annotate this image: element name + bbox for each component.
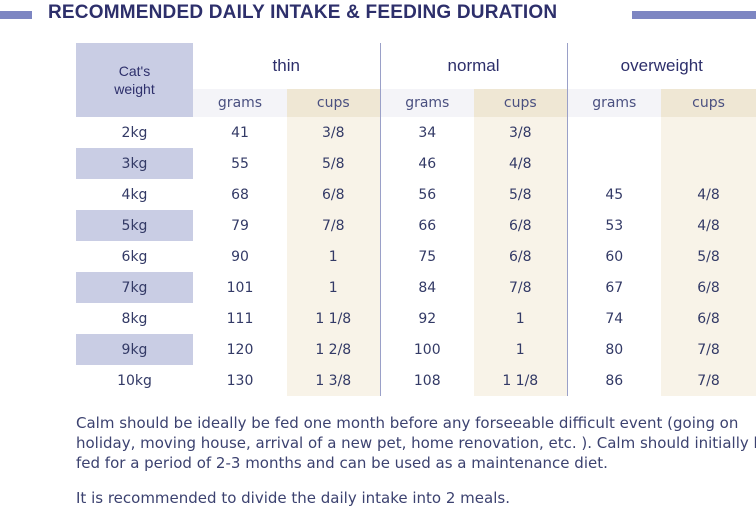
group-header-overweight: overweight (566, 43, 756, 89)
grams-cell: 53 (566, 210, 662, 241)
title-rule-left (0, 11, 32, 19)
cups-cell: 6/8 (474, 210, 568, 241)
grams-cell: 75 (379, 241, 475, 272)
weight-header-line2: weight (114, 81, 155, 97)
weight-header: Cat's weight (76, 43, 193, 117)
cups-cell (661, 148, 756, 179)
grams-cell: 34 (379, 117, 475, 148)
grams-cell: 86 (566, 365, 662, 396)
grams-cell: 66 (379, 210, 475, 241)
weight-cell: 3kg (76, 148, 193, 179)
cups-cell: 6/8 (474, 241, 568, 272)
weight-cell: 9kg (76, 334, 193, 365)
grams-cell: 55 (193, 148, 287, 179)
cups-cell: 4/8 (474, 148, 568, 179)
cups-cell: 4/8 (661, 210, 756, 241)
feeding-note: Calm should be ideally be fed one month … (76, 414, 756, 472)
table-row: 7kg 101 1 84 7/8 67 6/8 (76, 272, 756, 303)
cups-cell: 7/8 (287, 210, 381, 241)
grams-cell: 108 (379, 365, 475, 396)
table-row: 6kg 90 1 75 6/8 60 5/8 (76, 241, 756, 272)
cups-cell: 5/8 (661, 241, 756, 272)
cups-cell: 6/8 (287, 179, 381, 210)
title-rule-right (632, 11, 756, 19)
subheader-grams: grams (566, 89, 662, 117)
table-row: 9kg 120 1 2/8 100 1 80 7/8 (76, 334, 756, 365)
grams-cell: 68 (193, 179, 287, 210)
cups-cell: 1 (474, 334, 568, 365)
weight-header-line1: Cat's (118, 63, 151, 79)
weight-cell: 7kg (76, 272, 193, 303)
cups-cell: 1 (287, 241, 381, 272)
table-body: 2kg 41 3/8 34 3/8 3kg 55 5/8 46 4/8 4kg 68 6/8 56 5/8 4… (76, 117, 756, 396)
cups-cell: 6/8 (661, 272, 756, 303)
table-row: 3kg 55 5/8 46 4/8 (76, 148, 756, 179)
grams-cell: 120 (193, 334, 287, 365)
grams-cell: 74 (566, 303, 662, 334)
cups-cell: 3/8 (287, 117, 381, 148)
table-row: 2kg 41 3/8 34 3/8 (76, 117, 756, 148)
subheader-cups: cups (474, 89, 568, 117)
weight-cell: 10kg (117, 372, 152, 389)
grams-cell: 67 (566, 272, 662, 303)
cups-cell: 7/8 (474, 272, 568, 303)
title-bar: RECOMMENDED DAILY INTAKE & FEEDING DURAT… (0, 0, 756, 28)
grams-cell: 100 (379, 334, 475, 365)
subheader-cups: cups (661, 89, 756, 117)
grams-cell: 79 (193, 210, 287, 241)
grams-cell: 80 (566, 334, 662, 365)
cups-cell: 3/8 (474, 117, 568, 148)
weight-cell: 5kg (76, 210, 193, 241)
weight-cell: 2kg (121, 124, 148, 141)
grams-cell (566, 117, 662, 148)
cups-cell: 7/8 (661, 365, 756, 396)
subheader-grams: grams (379, 89, 475, 117)
table-row: 5kg 79 7/8 66 6/8 53 4/8 (76, 210, 756, 241)
grams-cell: 56 (379, 179, 475, 210)
cups-cell: 1 3/8 (287, 365, 381, 396)
grams-cell: 60 (566, 241, 662, 272)
cups-cell: 5/8 (474, 179, 568, 210)
table-row: 8kg 111 1 1/8 92 1 74 6/8 (76, 303, 756, 334)
cups-cell: 6/8 (661, 303, 756, 334)
page-title: RECOMMENDED DAILY INTAKE & FEEDING DURAT… (48, 2, 558, 23)
cups-cell (661, 117, 756, 148)
subheader-grams: grams (193, 89, 287, 117)
subheader-cups: cups (287, 89, 381, 117)
table-row: 4kg 68 6/8 56 5/8 45 4/8 (76, 179, 756, 210)
meal-division-note: It is recommended to divide the daily in… (76, 489, 510, 507)
grams-cell: 130 (193, 365, 287, 396)
table-row: 10kg 130 1 3/8 108 1 1/8 86 7/8 (76, 365, 756, 396)
cups-cell: 1 (474, 303, 568, 334)
weight-cell: 8kg (121, 310, 148, 327)
grams-cell: 46 (379, 148, 475, 179)
weight-cell: 4kg (121, 186, 148, 203)
grams-cell: 90 (193, 241, 287, 272)
grams-cell: 92 (379, 303, 475, 334)
cups-cell: 1 1/8 (474, 365, 568, 396)
group-header-normal: normal (379, 43, 568, 89)
cups-cell: 4/8 (661, 179, 756, 210)
cups-cell: 7/8 (661, 334, 756, 365)
cups-cell: 1 (287, 272, 381, 303)
cups-cell: 1 2/8 (287, 334, 381, 365)
grams-cell (566, 148, 662, 179)
grams-cell: 45 (566, 179, 662, 210)
cups-cell: 5/8 (287, 148, 381, 179)
grams-cell: 111 (193, 303, 287, 334)
weight-cell: 6kg (121, 248, 148, 265)
grams-cell: 41 (193, 117, 287, 148)
grams-cell: 84 (379, 272, 475, 303)
grams-cell: 101 (193, 272, 287, 303)
group-header-thin: thin (272, 56, 300, 75)
feeding-table: Cat's weight thin normal overweight gram… (76, 43, 756, 396)
cups-cell: 1 1/8 (287, 303, 381, 334)
